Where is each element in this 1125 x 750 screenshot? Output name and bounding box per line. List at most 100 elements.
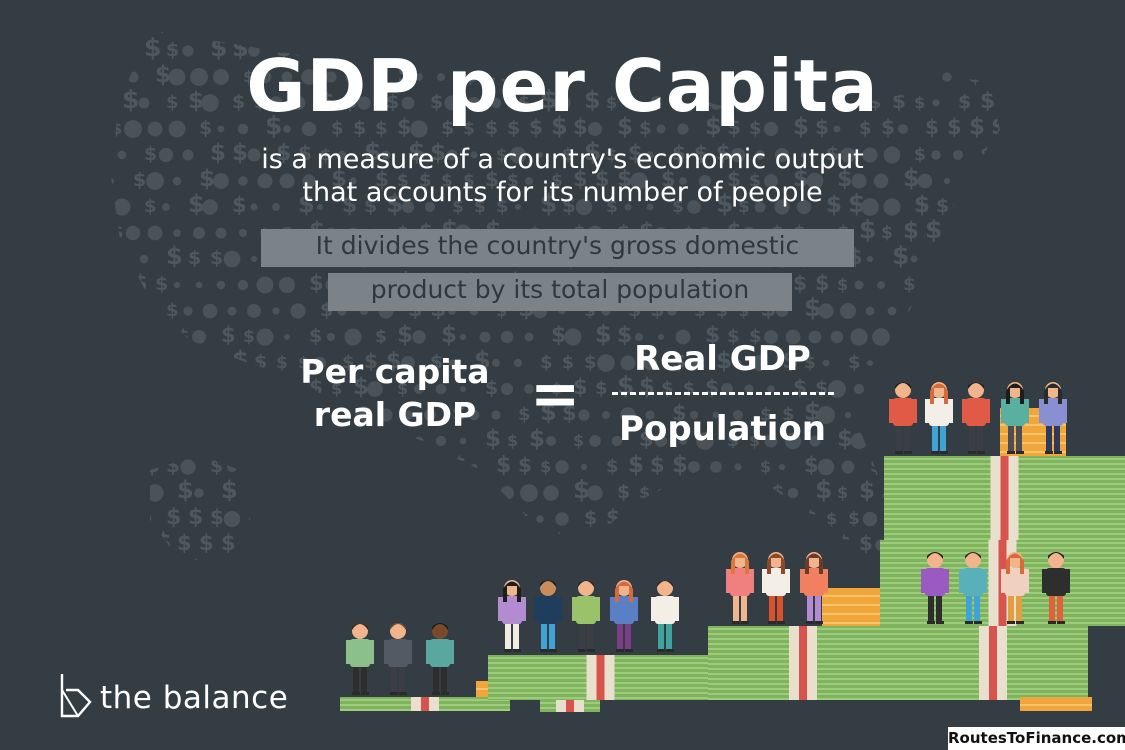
svg-text:$: $ xyxy=(606,456,619,477)
svg-text:$: $ xyxy=(584,301,596,321)
svg-text:$: $ xyxy=(276,353,288,373)
svg-text:$: $ xyxy=(397,322,413,348)
svg-text:$: $ xyxy=(221,476,238,504)
svg-text:$: $ xyxy=(859,215,876,244)
person-figure-icon xyxy=(610,580,638,652)
svg-text:$: $ xyxy=(562,145,574,165)
svg-text:$: $ xyxy=(276,141,291,166)
svg-text:$: $ xyxy=(551,171,563,191)
svg-text:$: $ xyxy=(914,192,930,218)
svg-text:$: $ xyxy=(221,531,236,555)
svg-text:$: $ xyxy=(903,274,916,295)
svg-text:$: $ xyxy=(364,137,381,166)
svg-text:$: $ xyxy=(793,114,809,140)
svg-text:$: $ xyxy=(386,189,403,218)
gold-bars-icon xyxy=(822,588,884,626)
formula-numerator: Real GDP xyxy=(634,339,811,379)
brand-name: the balance xyxy=(100,680,289,716)
person-figure-icon xyxy=(889,382,917,454)
svg-text:$: $ xyxy=(551,323,566,348)
svg-text:$: $ xyxy=(463,171,475,191)
formula-denominator: Population xyxy=(619,409,826,449)
svg-text:$: $ xyxy=(188,247,201,269)
svg-text:$: $ xyxy=(210,247,223,269)
formula-equals-sign: = xyxy=(530,359,581,429)
svg-text:$: $ xyxy=(375,65,388,87)
svg-text:$: $ xyxy=(485,167,499,191)
svg-text:$: $ xyxy=(727,167,741,191)
svg-text:$: $ xyxy=(232,91,245,113)
svg-text:$: $ xyxy=(243,327,255,347)
svg-text:$: $ xyxy=(617,167,632,192)
svg-text:$: $ xyxy=(210,505,224,529)
svg-text:$: $ xyxy=(353,374,369,400)
svg-text:$: $ xyxy=(166,39,179,61)
svg-text:$: $ xyxy=(540,457,551,476)
svg-text:$: $ xyxy=(617,114,633,140)
svg-text:$: $ xyxy=(606,93,617,112)
svg-text:$: $ xyxy=(793,166,809,192)
svg-text:$: $ xyxy=(903,164,920,192)
svg-text:$: $ xyxy=(441,117,454,139)
svg-text:$: $ xyxy=(848,509,860,529)
person-figure-icon xyxy=(1001,382,1029,454)
svg-text:$: $ xyxy=(540,189,557,218)
svg-text:$: $ xyxy=(595,378,608,399)
svg-text:$: $ xyxy=(496,196,509,217)
svg-text:$: $ xyxy=(177,531,192,555)
svg-text:$: $ xyxy=(397,379,408,398)
svg-text:$: $ xyxy=(826,143,839,165)
svg-text:$: $ xyxy=(430,351,443,373)
svg-text:$: $ xyxy=(628,141,643,165)
svg-text:$: $ xyxy=(815,475,832,504)
svg-text:$: $ xyxy=(584,86,601,114)
svg-text:$: $ xyxy=(694,301,706,321)
money-stack-icon xyxy=(540,700,600,712)
svg-text:$: $ xyxy=(573,475,590,504)
svg-text:$: $ xyxy=(672,141,686,165)
svg-text:$: $ xyxy=(144,143,157,165)
person-figure-icon xyxy=(800,552,828,624)
svg-text:$: $ xyxy=(375,118,388,139)
svg-text:$: $ xyxy=(903,218,919,244)
svg-text:$: $ xyxy=(606,197,618,217)
svg-text:$: $ xyxy=(144,196,157,217)
svg-text:$: $ xyxy=(199,166,215,192)
svg-text:$: $ xyxy=(342,88,358,114)
svg-text:$: $ xyxy=(683,379,695,399)
svg-text:$: $ xyxy=(925,115,939,139)
person-figure-icon xyxy=(925,382,953,454)
svg-text:$: $ xyxy=(881,223,893,243)
svg-text:$: $ xyxy=(551,379,562,398)
svg-text:$: $ xyxy=(386,349,401,374)
svg-text:$: $ xyxy=(529,426,545,452)
svg-text:$: $ xyxy=(617,481,630,503)
svg-text:$: $ xyxy=(485,117,498,139)
svg-text:$: $ xyxy=(749,326,762,347)
svg-text:$: $ xyxy=(353,117,366,139)
svg-text:$: $ xyxy=(562,193,576,217)
svg-text:$: $ xyxy=(793,271,807,295)
svg-text:$: $ xyxy=(254,93,266,113)
person-figure-icon xyxy=(1001,552,1029,624)
svg-text:$: $ xyxy=(661,167,676,191)
svg-text:$: $ xyxy=(573,115,588,139)
svg-text:$: $ xyxy=(650,92,663,113)
svg-text:$: $ xyxy=(573,167,588,191)
formula-fraction-line xyxy=(612,392,834,395)
svg-text:$: $ xyxy=(166,505,181,530)
money-stack-icon xyxy=(340,697,510,711)
svg-text:$: $ xyxy=(188,190,205,218)
svg-text:$: $ xyxy=(507,431,518,450)
svg-text:$: $ xyxy=(441,171,453,191)
svg-text:$: $ xyxy=(749,431,760,450)
svg-text:$: $ xyxy=(991,114,1007,140)
svg-text:$: $ xyxy=(727,115,741,139)
person-figure-icon xyxy=(384,623,412,695)
svg-text:$: $ xyxy=(595,167,610,191)
svg-text:$: $ xyxy=(331,379,342,398)
svg-text:$: $ xyxy=(848,352,861,373)
formula-left-line-1: Per capita xyxy=(300,352,490,391)
svg-text:$: $ xyxy=(947,115,962,139)
svg-text:$: $ xyxy=(749,118,762,139)
